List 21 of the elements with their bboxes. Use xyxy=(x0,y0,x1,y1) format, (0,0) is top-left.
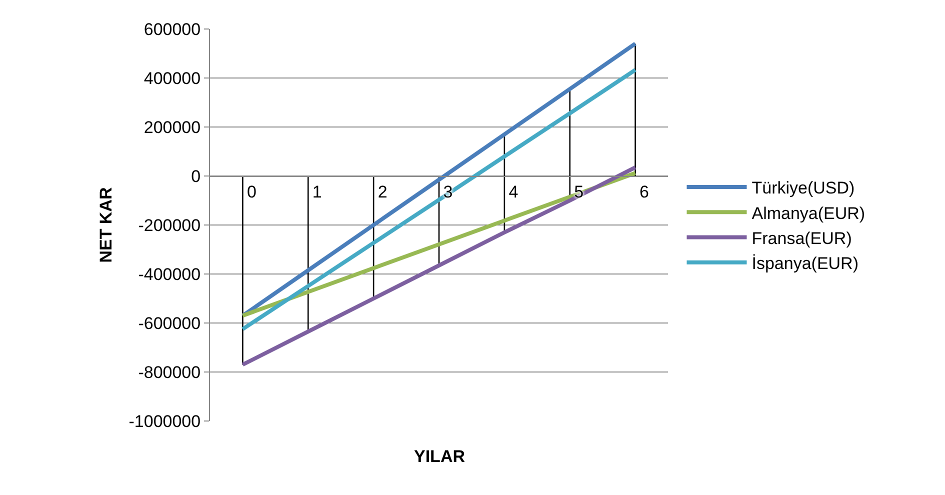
y-tick-label: -400000 xyxy=(138,264,201,284)
y-tick-label: 600000 xyxy=(144,20,201,39)
x-tick-label: 4 xyxy=(508,182,518,202)
y-tick-label: -600000 xyxy=(138,314,201,333)
line-series xyxy=(240,165,638,367)
y-axis-title: NET KAR xyxy=(96,187,116,263)
y-tick-label: 200000 xyxy=(144,118,201,137)
legend-label: Fransa(EUR) xyxy=(752,228,852,248)
x-tick-label: 0 xyxy=(246,182,256,202)
y-tick-label: -1000000 xyxy=(128,412,201,431)
legend-label: Türkiye(USD) xyxy=(752,178,855,198)
x-axis-title: YILAR xyxy=(414,447,465,466)
legend-label: Almanya(EUR) xyxy=(752,204,866,223)
x-tick-label: 1 xyxy=(312,182,322,202)
y-tick-label: -200000 xyxy=(138,216,201,235)
x-tick-label: 6 xyxy=(640,182,650,202)
y-tick-label: 0 xyxy=(191,166,201,186)
y-tick-label: -800000 xyxy=(138,362,201,382)
legend-label: İspanya(EUR) xyxy=(752,254,859,273)
x-tick-label: 2 xyxy=(378,182,388,202)
y-tick-label: 400000 xyxy=(144,68,201,88)
